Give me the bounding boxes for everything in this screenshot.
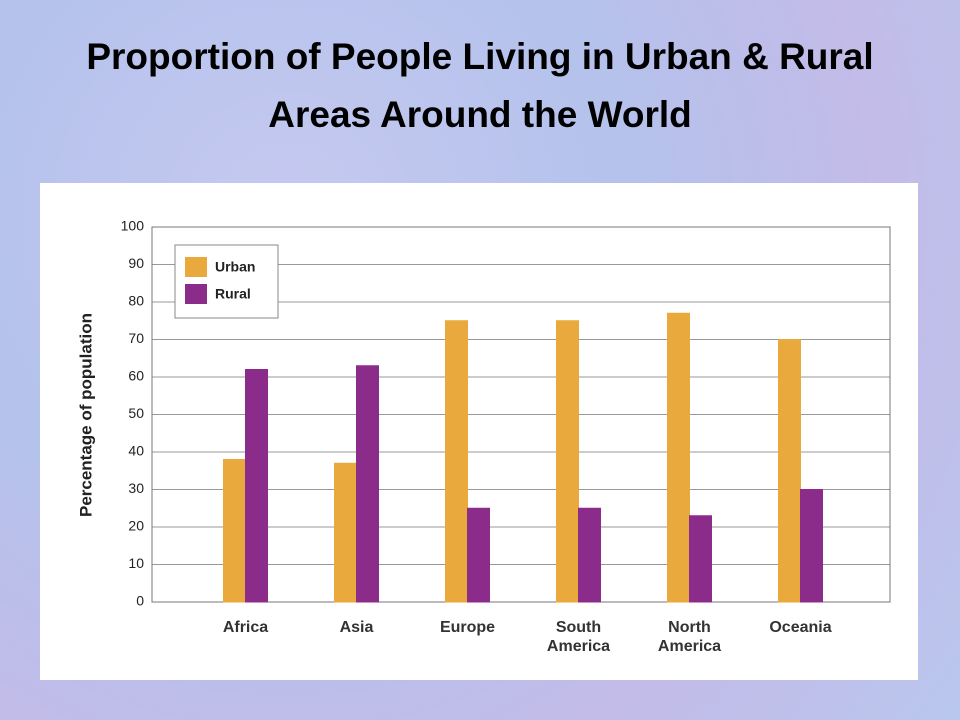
bar (689, 515, 712, 603)
legend-label: Urban (215, 259, 255, 275)
bar (556, 320, 579, 603)
y-tick-label: 70 (128, 330, 144, 346)
legend-swatch (185, 284, 207, 304)
y-tick-label: 90 (128, 255, 144, 271)
bar (667, 312, 690, 603)
y-tick-label: 40 (128, 443, 144, 459)
x-tick-label: Oceania (769, 619, 832, 636)
legend-box (174, 244, 279, 319)
y-tick-label: 10 (128, 555, 144, 571)
legend-label: Rural (215, 286, 251, 302)
legend-swatch (185, 257, 207, 277)
bar (467, 507, 490, 603)
y-tick-label: 60 (128, 368, 144, 384)
y-tick-label: 80 (128, 293, 144, 309)
x-tick-label: South America (546, 619, 611, 655)
bar (334, 462, 357, 603)
bar (778, 339, 801, 603)
x-tick-label: Asia (339, 619, 374, 636)
bar (800, 489, 823, 603)
y-tick-label: 20 (128, 518, 144, 534)
bar (245, 369, 268, 603)
bar (356, 365, 379, 603)
y-tick-label: 30 (128, 480, 144, 496)
x-tick-label: Europe (439, 619, 496, 636)
y-tick-label: 0 (136, 593, 144, 609)
x-tick-label: Africa (222, 619, 269, 636)
y-axis-label: Percentage of population (76, 313, 95, 517)
x-tick-label: North America (657, 619, 722, 655)
bar (223, 459, 246, 603)
bar (445, 320, 468, 603)
chart-title: Proportion of People Living in Urban & R… (86, 36, 874, 135)
bar (578, 507, 601, 603)
y-tick-label: 50 (128, 405, 144, 421)
y-tick-label: 100 (121, 218, 145, 234)
plot-frame (151, 226, 891, 603)
